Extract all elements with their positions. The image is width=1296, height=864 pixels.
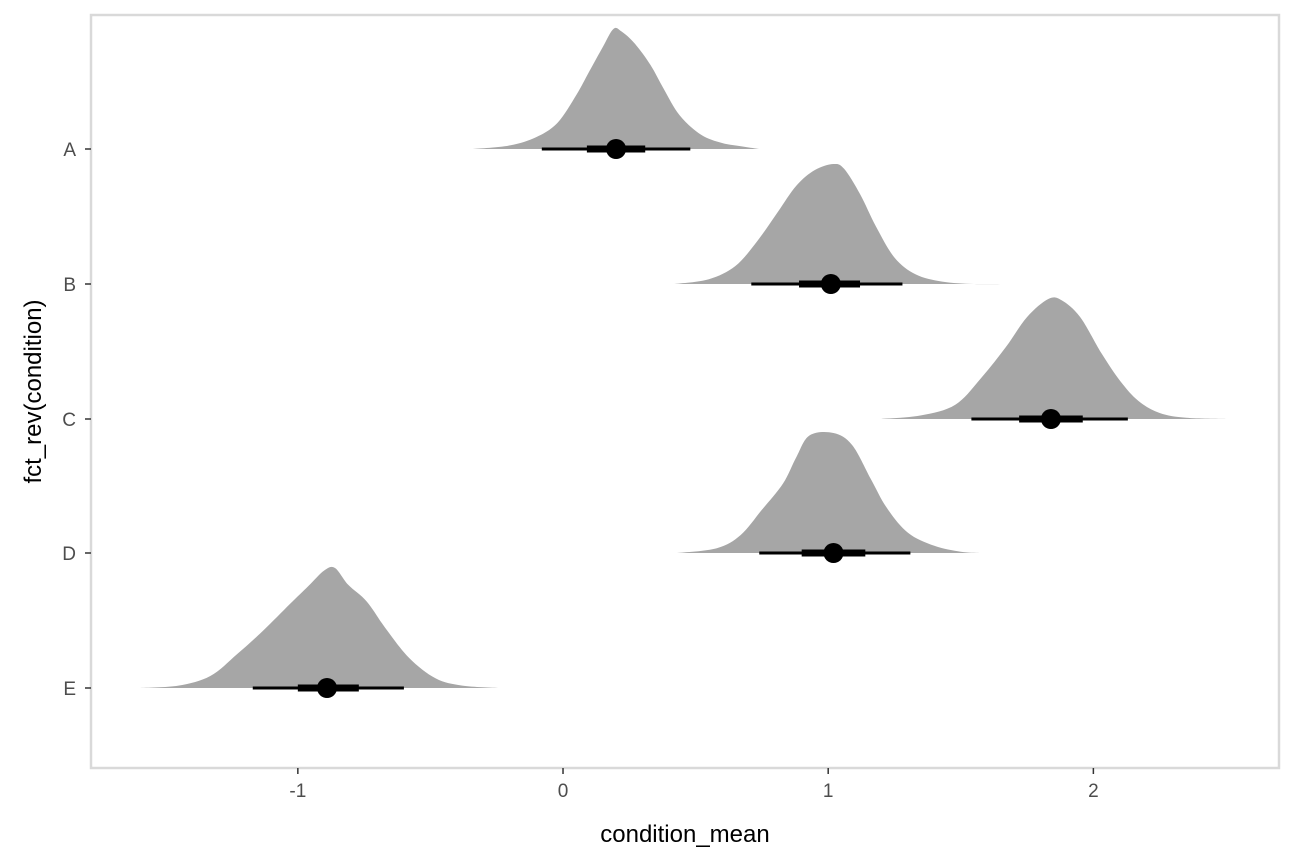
density-b bbox=[674, 163, 1006, 285]
x-tick-label-2: 1 bbox=[823, 781, 834, 802]
density-d bbox=[677, 432, 980, 553]
point-layer bbox=[317, 139, 1061, 698]
point-a bbox=[606, 139, 627, 159]
density-e bbox=[138, 566, 500, 688]
y-tick-label-c: C bbox=[62, 410, 76, 431]
y-tick-label-d: D bbox=[62, 544, 76, 565]
y-tick-label-b: B bbox=[63, 275, 76, 296]
point-b bbox=[820, 274, 841, 294]
y-tick-label-e: E bbox=[63, 679, 76, 700]
x-tick-label-0: -1 bbox=[289, 781, 306, 802]
point-c bbox=[1040, 409, 1061, 429]
point-e bbox=[317, 678, 338, 698]
density-layer bbox=[138, 27, 1226, 688]
axis-layer: A B C D E -1 0 1 2 bbox=[62, 140, 1098, 802]
density-c bbox=[881, 297, 1226, 419]
x-axis-title: condition_mean bbox=[600, 821, 769, 848]
y-tick-label-a: A bbox=[63, 140, 76, 161]
point-d bbox=[823, 543, 844, 563]
x-tick-label-1: 0 bbox=[558, 781, 569, 802]
density-a bbox=[472, 27, 760, 150]
x-tick-label-3: 2 bbox=[1088, 781, 1099, 802]
y-axis-title: fct_rev(condition) bbox=[20, 299, 47, 483]
